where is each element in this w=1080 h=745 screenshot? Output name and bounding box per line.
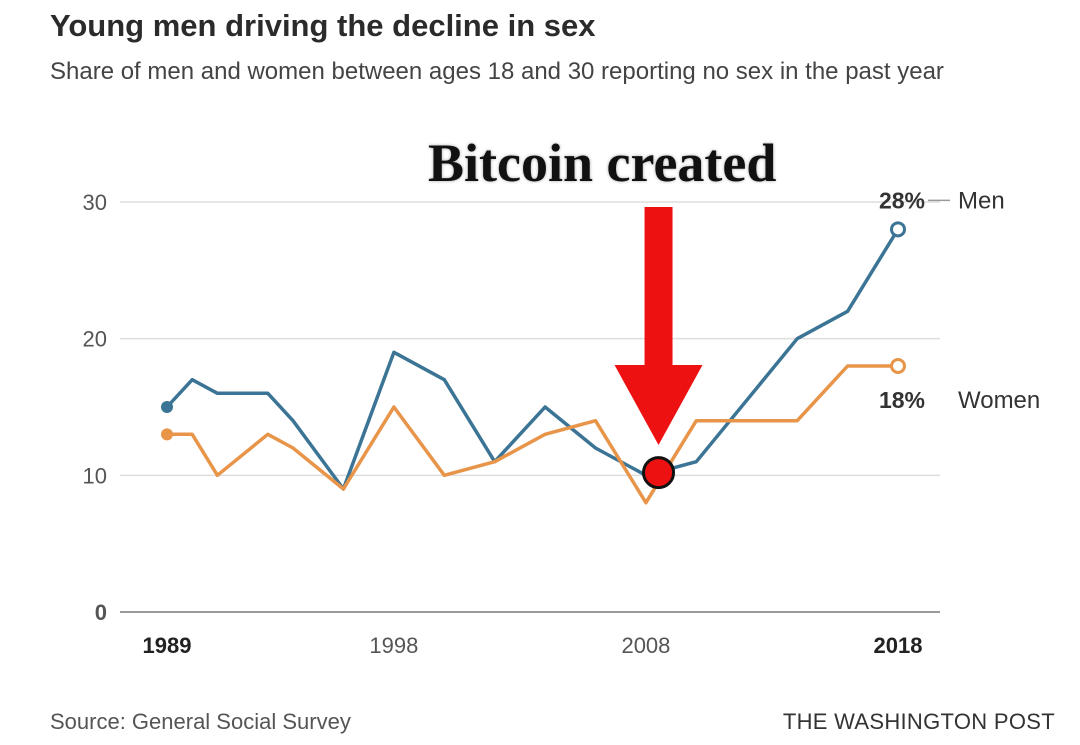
chart-subtitle: Share of men and women between ages 18 a…: [50, 58, 944, 85]
women-series-line: [165, 364, 900, 505]
y-axis-ticks: 0 10 20 30: [83, 190, 107, 625]
y-tick-label-20: 20: [83, 327, 107, 352]
women-series-name-label: Women: [958, 387, 1040, 414]
women-start-point: [161, 428, 173, 441]
y-tick-label-0: 0: [95, 600, 107, 625]
annotation-label: Bitcoin created: [428, 133, 777, 193]
gridlines: [120, 201, 940, 613]
women-end-value-label: 18%: [879, 387, 925, 413]
annotation-marker-dot: [642, 456, 676, 490]
men-start-point: [161, 401, 173, 413]
series-labels: 28% Men 18% Women: [879, 187, 1040, 414]
publisher-credit: THE WASHINGTON POST: [782, 709, 1055, 734]
annotation-arrow-shaft: [644, 207, 673, 367]
series-lines: [161, 221, 906, 505]
source-note: Source: General Social Survey: [50, 709, 351, 734]
x-tick-label-1998: 1998: [369, 633, 418, 658]
men-end-value-label: 28%: [879, 187, 925, 213]
men-series-line: [165, 227, 900, 491]
women-end-point: [890, 358, 906, 374]
men-end-point: [890, 221, 906, 238]
annotation: [614, 207, 703, 490]
chart-title: Young men driving the decline in sex: [50, 8, 596, 43]
y-tick-label-10: 10: [83, 463, 107, 488]
annotation-arrow-head: [614, 365, 703, 445]
x-tick-label-2018: 2018: [874, 633, 923, 658]
x-tick-label-1989: 1989: [143, 633, 192, 658]
x-tick-label-2008: 2008: [621, 633, 670, 658]
men-series-name-label: Men: [958, 187, 1005, 214]
y-tick-label-30: 30: [83, 190, 107, 215]
x-axis-ticks: 1989 1998 2008 2018: [143, 633, 923, 658]
